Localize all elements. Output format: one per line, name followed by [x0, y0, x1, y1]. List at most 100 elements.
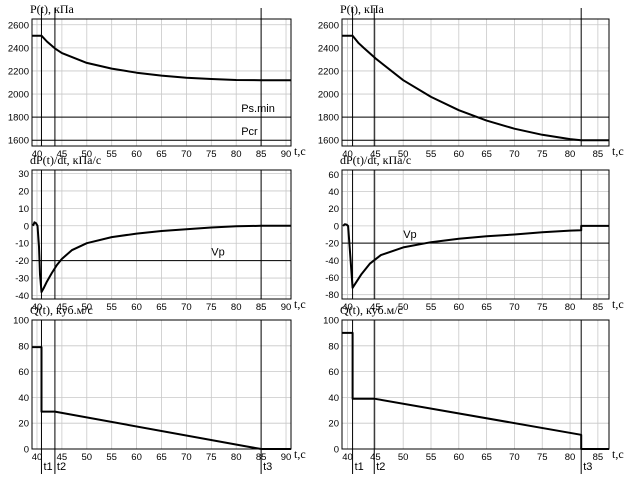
- reference-line-label: Vp: [211, 247, 224, 259]
- y-tick-label: 20: [18, 186, 29, 197]
- x-tick-label: 65: [481, 452, 492, 463]
- x-tick-label: 40: [32, 302, 43, 313]
- x-tick-label: 85: [593, 452, 604, 463]
- y-tick-label: 30: [18, 169, 29, 180]
- x-axis-label: t,c: [612, 144, 624, 158]
- y-tick-label: 1600: [8, 136, 29, 147]
- x-tick-label: 70: [509, 149, 520, 160]
- y-tick-label: -60: [325, 273, 339, 284]
- y-tick-label: 2600: [318, 20, 339, 31]
- x-tick-label: 50: [81, 149, 92, 160]
- y-tick-label: 80: [18, 341, 29, 352]
- x-tick-label: 45: [370, 452, 381, 463]
- x-axis-label: t,c: [294, 144, 306, 158]
- x-axis-label: t,c: [612, 297, 624, 311]
- y-tick-label: 100: [13, 316, 29, 327]
- x-tick-label: 65: [156, 452, 167, 463]
- x-tick-label: 65: [156, 302, 167, 313]
- y-tick-label: 100: [323, 316, 339, 327]
- x-tick-label: 70: [181, 452, 192, 463]
- y-tick-label: 40: [328, 187, 339, 198]
- x-tick-label: 50: [81, 452, 92, 463]
- x-tick-label: 45: [370, 149, 381, 160]
- x-tick-label: 45: [370, 302, 381, 313]
- x-tick-label: 45: [57, 149, 68, 160]
- chart-title: Q(t), куб.м/с: [30, 303, 93, 317]
- x-tick-label: 50: [81, 302, 92, 313]
- left-pressure-panel: 1600 1800 2000 2200 2400 2600 40 45 50 55 60 65 70 75…: [8, 2, 306, 160]
- chart-title: dP(t)/dt, кПа/с: [30, 153, 101, 167]
- x-axis-label: t,c: [612, 447, 624, 461]
- y-tick-label: 2600: [8, 20, 29, 31]
- x-axis-label: t,c: [294, 447, 306, 461]
- x-axis-label: t,c: [294, 297, 306, 311]
- y-tick-label: 1800: [318, 113, 339, 124]
- x-tick-label: 60: [131, 452, 142, 463]
- x-tick-label: 40: [32, 452, 43, 463]
- time-marker-label: t1: [355, 461, 364, 473]
- x-tick-label: 50: [398, 452, 409, 463]
- x-tick-label: 70: [181, 149, 192, 160]
- y-tick-label: 60: [18, 367, 29, 378]
- x-tick-label: 80: [231, 302, 242, 313]
- y-tick-label: 20: [328, 419, 339, 430]
- x-tick-label: 80: [565, 302, 576, 313]
- chart-title: Q(t), куб.м/с: [340, 303, 403, 317]
- y-tick-label: 80: [328, 341, 339, 352]
- y-tick-label: -40: [325, 256, 339, 267]
- x-tick-label: 75: [206, 302, 217, 313]
- time-marker-label: t2: [57, 461, 66, 473]
- y-tick-label: 1600: [318, 136, 339, 147]
- x-tick-label: 65: [156, 149, 167, 160]
- y-tick-label: 40: [18, 393, 29, 404]
- x-tick-label: 70: [509, 302, 520, 313]
- x-tick-label: 50: [398, 302, 409, 313]
- x-tick-label: 90: [281, 149, 292, 160]
- x-tick-label: 60: [454, 452, 465, 463]
- x-tick-label: 70: [181, 302, 192, 313]
- y-tick-label: 2200: [318, 66, 339, 77]
- reference-line-label: Ps.min: [241, 103, 275, 115]
- y-tick-label: -20: [15, 256, 29, 267]
- plot-frame: [31, 18, 292, 147]
- series-line: [32, 34, 291, 82]
- y-tick-label: 1800: [8, 113, 29, 124]
- y-tick-label: 2000: [8, 90, 29, 101]
- x-tick-label: 80: [565, 452, 576, 463]
- y-tick-label: -20: [325, 239, 339, 250]
- x-tick-label: 85: [256, 302, 267, 313]
- x-tick-label: 70: [509, 452, 520, 463]
- x-tick-label: 65: [481, 149, 492, 160]
- x-tick-label: 50: [398, 149, 409, 160]
- time-marker-label: t3: [583, 461, 592, 473]
- x-tick-label: 85: [593, 302, 604, 313]
- plot-frame: [341, 18, 610, 147]
- y-tick-label: -10: [15, 239, 29, 250]
- x-tick-label: 60: [454, 149, 465, 160]
- series-line: [32, 346, 291, 450]
- y-tick-label: -30: [15, 274, 29, 285]
- series-line: [342, 331, 609, 450]
- x-tick-label: 90: [281, 302, 292, 313]
- y-tick-label: 2000: [318, 90, 339, 101]
- time-marker-label: t1: [43, 461, 52, 473]
- chart-title: P(t), кПа: [30, 2, 74, 16]
- x-tick-label: 40: [32, 149, 43, 160]
- x-tick-label: 55: [106, 302, 117, 313]
- series-line: [32, 221, 291, 293]
- right-pressure-rate-panel: -80 -60 -40 -20 0 20 40 60 40 45 50 55 60 65 70 75 80 85 d…: [325, 153, 623, 313]
- plot-frame: [31, 319, 292, 450]
- x-tick-label: 60: [131, 302, 142, 313]
- x-tick-label: 85: [593, 149, 604, 160]
- chart-title: dP(t)/dt, кПа/с: [340, 153, 411, 167]
- y-tick-label: 0: [24, 445, 29, 456]
- x-tick-label: 75: [537, 149, 548, 160]
- x-tick-label: 60: [454, 302, 465, 313]
- y-tick-label: -80: [325, 290, 339, 301]
- plot-frame: [31, 169, 292, 300]
- y-tick-label: -40: [15, 291, 29, 302]
- x-tick-label: 75: [206, 149, 217, 160]
